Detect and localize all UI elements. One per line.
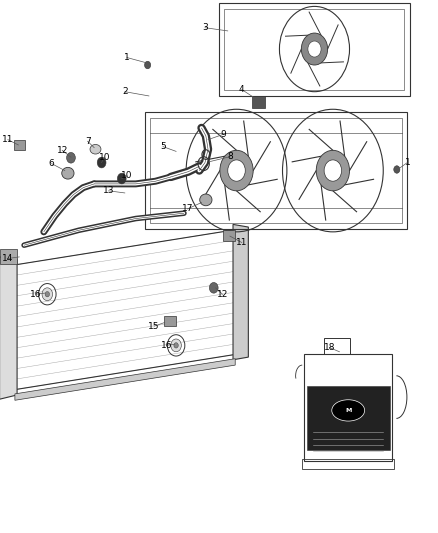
Text: 2: 2 <box>122 87 127 96</box>
Text: 10: 10 <box>121 172 133 180</box>
Text: 12: 12 <box>217 290 228 298</box>
Ellipse shape <box>200 194 212 206</box>
Circle shape <box>67 152 75 163</box>
Text: 10: 10 <box>99 153 110 161</box>
Bar <box>307 386 390 450</box>
Text: 9: 9 <box>220 130 226 139</box>
Circle shape <box>209 282 218 293</box>
Text: 1: 1 <box>404 158 410 167</box>
Circle shape <box>228 160 245 181</box>
Ellipse shape <box>62 167 74 179</box>
Text: 1: 1 <box>124 53 130 62</box>
Text: 18: 18 <box>324 343 335 352</box>
Bar <box>223 230 235 241</box>
Polygon shape <box>233 224 248 360</box>
Circle shape <box>324 160 342 181</box>
Text: 11: 11 <box>236 238 247 247</box>
Text: 7: 7 <box>85 137 91 146</box>
Circle shape <box>301 33 328 65</box>
Circle shape <box>145 61 151 69</box>
Text: 16: 16 <box>161 341 172 350</box>
Text: 13: 13 <box>103 187 114 195</box>
Circle shape <box>316 150 350 191</box>
Bar <box>302 459 394 469</box>
Circle shape <box>42 288 53 301</box>
Ellipse shape <box>332 400 364 421</box>
Text: 16: 16 <box>30 290 42 298</box>
Text: 6: 6 <box>49 159 55 168</box>
Bar <box>324 338 350 354</box>
Bar <box>252 96 265 108</box>
Circle shape <box>174 343 178 348</box>
Polygon shape <box>0 257 17 399</box>
Text: 3: 3 <box>202 23 208 32</box>
Circle shape <box>220 150 253 191</box>
Bar <box>0 249 17 264</box>
Circle shape <box>97 157 106 168</box>
Bar <box>164 316 176 326</box>
Bar <box>14 140 25 150</box>
Circle shape <box>394 166 400 173</box>
Circle shape <box>45 292 49 297</box>
Text: M: M <box>345 408 351 413</box>
Text: 5: 5 <box>160 142 166 151</box>
Text: 17: 17 <box>182 205 193 213</box>
Text: 14: 14 <box>2 254 14 263</box>
Text: 4: 4 <box>239 85 244 94</box>
Circle shape <box>308 41 321 57</box>
Circle shape <box>171 339 181 352</box>
Ellipse shape <box>90 144 101 154</box>
Circle shape <box>117 173 126 184</box>
Text: 15: 15 <box>148 322 160 330</box>
Text: 11: 11 <box>2 135 14 144</box>
Text: 8: 8 <box>227 152 233 161</box>
Polygon shape <box>15 359 235 400</box>
Text: 12: 12 <box>57 146 68 155</box>
